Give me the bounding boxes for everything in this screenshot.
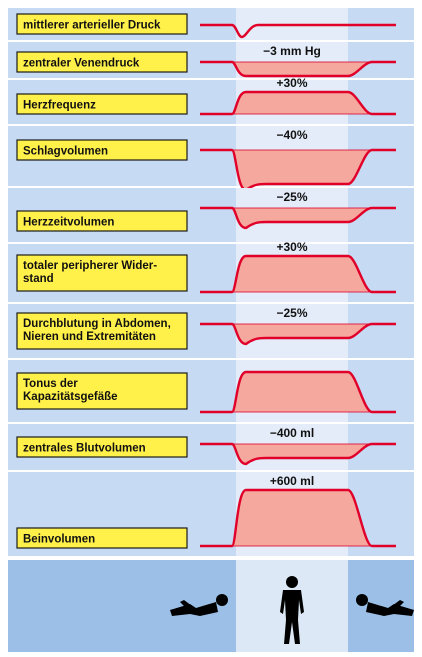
label-box xyxy=(16,436,188,458)
label-text: mittlerer arterieller Druck xyxy=(23,20,161,32)
response-curve xyxy=(200,322,396,346)
change-value: +30% xyxy=(276,240,307,254)
lying-person-icon xyxy=(170,594,228,616)
response-curve xyxy=(200,442,396,466)
parameter-label: Schlagvolumen xyxy=(16,139,188,161)
change-area xyxy=(200,490,396,546)
change-area xyxy=(200,372,396,412)
label-text: Herzzeitvolumen xyxy=(23,217,114,229)
parameter-label: Herzfrequenz xyxy=(16,93,188,115)
label-box xyxy=(16,527,188,549)
posture-strip xyxy=(8,560,414,652)
label-text: zentrales Blutvolumen xyxy=(23,443,146,455)
row-1: zentraler Venendruck −3 mm Hg xyxy=(8,42,414,78)
label-text: Kapazitätsgefäße xyxy=(23,391,118,403)
rows-layer: mittlerer arterieller Druck zentraler Ven… xyxy=(8,8,414,556)
label-box xyxy=(16,139,188,161)
label-box xyxy=(16,13,188,35)
change-area xyxy=(200,150,396,190)
response-curve xyxy=(200,148,396,192)
label-text: zentraler Venendruck xyxy=(23,58,140,70)
row-6: Durchblutung in Abdomen,Nieren und Extre… xyxy=(8,304,414,358)
label-text: Nieren und Extremitäten xyxy=(23,331,156,343)
parameter-label: zentrales Blutvolumen xyxy=(16,436,188,458)
response-curve xyxy=(200,254,396,294)
change-area xyxy=(200,256,396,292)
change-value: −25% xyxy=(276,190,307,204)
label-text: Schlagvolumen xyxy=(23,146,108,158)
row-3: Schlagvolumen −40% xyxy=(8,126,414,192)
label-box xyxy=(16,210,188,232)
label-text: Durchblutung in Abdomen, xyxy=(23,318,171,330)
response-curve xyxy=(200,60,396,78)
response-curve xyxy=(200,206,396,230)
parameter-label: Herzzeitvolumen xyxy=(16,210,188,232)
row-0: mittlerer arterieller Druck xyxy=(8,8,414,40)
change-value: −3 mm Hg xyxy=(263,44,321,58)
row-2: Herzfrequenz +30% xyxy=(8,76,414,124)
row-5: totaler peripherer Wider-stand +30% xyxy=(8,240,414,302)
label-text: Herzfrequenz xyxy=(23,100,96,112)
label-box xyxy=(16,93,188,115)
response-curve xyxy=(200,90,396,116)
parameter-label: Durchblutung in Abdomen,Nieren und Extre… xyxy=(16,312,188,350)
label-text: stand xyxy=(23,273,54,285)
label-box xyxy=(16,254,188,292)
label-text: Beinvolumen xyxy=(23,534,95,546)
row-9: Beinvolumen +600 ml xyxy=(8,472,414,556)
change-value: −400 ml xyxy=(270,426,314,440)
change-value: −25% xyxy=(276,306,307,320)
response-curve xyxy=(200,488,396,548)
change-value: +30% xyxy=(276,76,307,90)
standing-person-icon xyxy=(280,576,304,644)
change-area xyxy=(200,62,396,76)
label-text: Tonus der xyxy=(23,378,78,390)
change-value: +600 ml xyxy=(270,474,314,488)
label-box xyxy=(16,312,188,350)
label-box xyxy=(16,372,188,410)
parameter-label: mittlerer arterieller Druck xyxy=(16,13,188,35)
row-4: Herzzeitvolumen −25% xyxy=(8,188,414,242)
change-area xyxy=(200,92,396,114)
lying-person-icon xyxy=(356,594,414,616)
parameter-label: Beinvolumen xyxy=(16,527,188,549)
response-curve xyxy=(200,23,396,39)
response-curve xyxy=(200,370,396,414)
label-box xyxy=(16,51,188,73)
change-area xyxy=(200,208,396,228)
change-value: −40% xyxy=(276,128,307,142)
parameter-label: zentraler Venendruck xyxy=(16,51,188,73)
label-text: totaler peripherer Wider- xyxy=(23,260,157,272)
parameter-label: totaler peripherer Wider-stand xyxy=(16,254,188,292)
row-8: zentrales Blutvolumen −400 ml xyxy=(8,424,414,470)
change-area xyxy=(200,444,396,464)
change-area xyxy=(200,324,396,344)
